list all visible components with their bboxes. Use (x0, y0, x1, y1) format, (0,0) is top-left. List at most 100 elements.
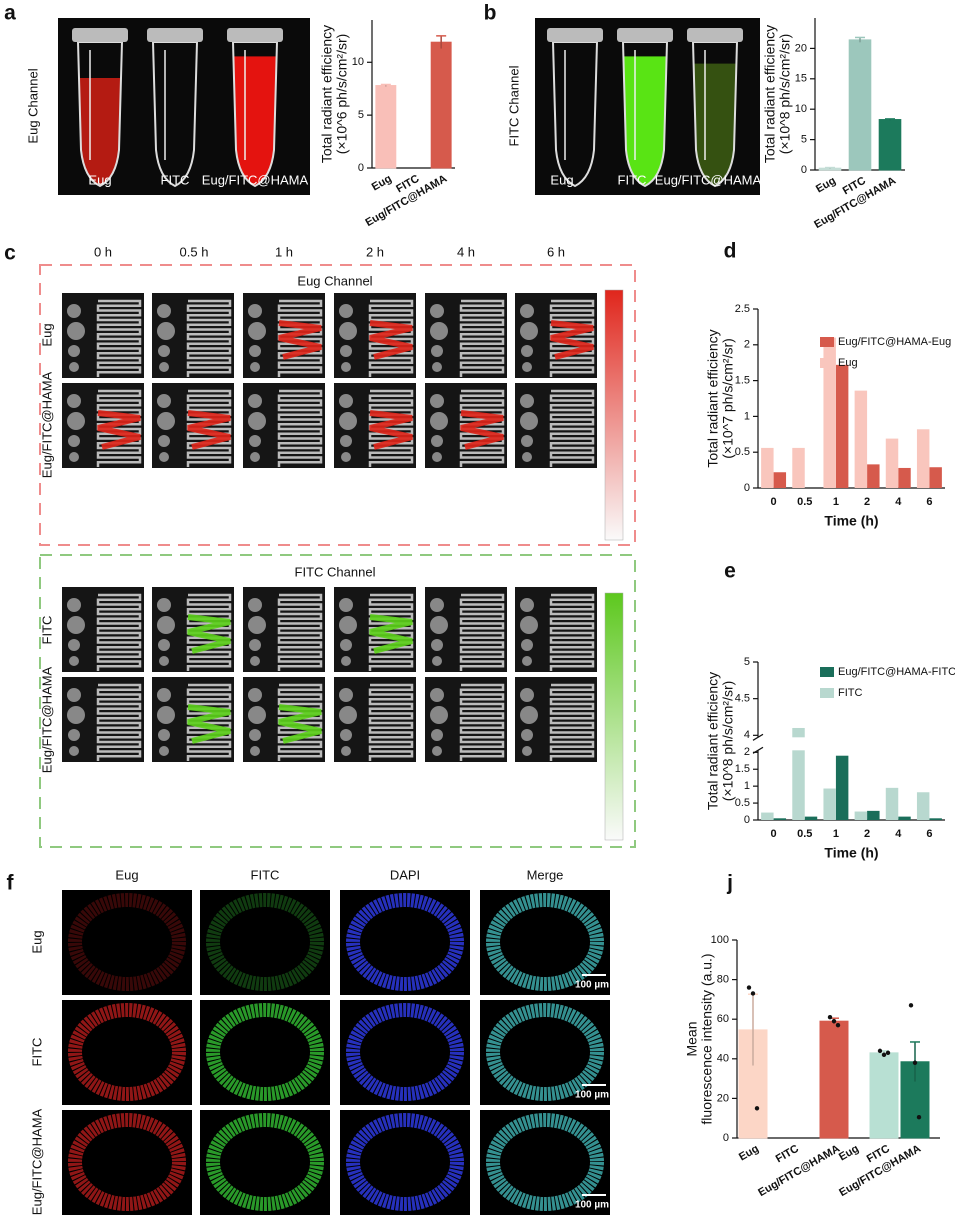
organ (248, 304, 262, 318)
tube-cap (547, 28, 603, 42)
signal (187, 410, 231, 450)
signal (278, 320, 322, 360)
organ (521, 639, 533, 651)
bar (867, 810, 880, 820)
y-tick-label: 10 (352, 56, 364, 68)
tube (621, 41, 669, 188)
channel-label: Eug Channel (297, 273, 372, 288)
panel-letter: a (4, 2, 16, 25)
y-tick-label: 0.5 (735, 446, 750, 458)
organ (67, 616, 85, 634)
x-axis-label: Time (h) (824, 845, 878, 861)
organ (430, 304, 444, 318)
dashed-box (39, 554, 636, 848)
bar (898, 816, 911, 820)
organ (341, 362, 351, 372)
organ (432, 452, 442, 462)
data-point (754, 1106, 760, 1111)
organ (339, 616, 357, 634)
organ (430, 322, 448, 340)
organ (249, 435, 261, 447)
organ (430, 706, 448, 724)
column-label: DAPI (390, 867, 420, 882)
y-tick-label: 5 (801, 134, 807, 146)
organ (68, 345, 80, 357)
tube-label: Eug/FITC@HAMA (655, 172, 762, 187)
bar (823, 337, 836, 488)
micrograph (62, 890, 192, 995)
organ (520, 598, 534, 612)
organ (520, 394, 534, 408)
signal (550, 320, 594, 360)
organ (68, 435, 80, 447)
y-tick-label: 60 (717, 1013, 729, 1025)
panel-letter: b (484, 2, 497, 25)
organ (249, 729, 261, 741)
y-tick-label: 0.5 (735, 797, 750, 809)
y-tick-label: 0 (723, 1132, 729, 1144)
time-label: 4 h (457, 244, 475, 259)
scale-label: 100 µm (575, 1090, 609, 1101)
x-tick-label: Eug (370, 173, 394, 194)
organ (250, 452, 260, 462)
x-tick-label: 0 (771, 828, 777, 840)
organ (67, 688, 81, 702)
y-tick-label: 80 (717, 974, 729, 986)
row-label: Eug/FITC@HAMA (39, 666, 54, 773)
tube (551, 41, 599, 188)
organ (341, 746, 351, 756)
organ (67, 412, 85, 430)
y-tick-label: 5 (744, 656, 750, 668)
channel-label: FITC Channel (506, 65, 521, 146)
organ (157, 688, 171, 702)
organ (68, 639, 80, 651)
organ (431, 345, 443, 357)
y-tick-label: 0 (801, 164, 807, 176)
organ (520, 706, 538, 724)
intestine (459, 299, 505, 377)
signal (187, 704, 231, 744)
intestine (459, 593, 505, 671)
bar (929, 818, 942, 820)
intestine (549, 593, 595, 671)
organ (67, 394, 81, 408)
organ (430, 688, 444, 702)
signal (369, 614, 413, 654)
organ (67, 304, 81, 318)
y-tick-label: 1.5 (735, 375, 750, 387)
tube-cap (227, 28, 283, 42)
organ (520, 322, 538, 340)
y-tick-label: 1.5 (735, 763, 750, 775)
tube-cap (617, 28, 673, 42)
organ (157, 304, 171, 318)
y-axis-label: Mean (684, 1021, 700, 1056)
intestine (96, 683, 142, 761)
data-point (908, 1003, 914, 1008)
x-tick-label: Eug (814, 175, 838, 196)
bar (761, 447, 774, 488)
organ (250, 746, 260, 756)
legend-swatch (820, 358, 834, 368)
tissue (486, 1113, 604, 1211)
organ (157, 616, 175, 634)
tube (691, 41, 739, 188)
organ (248, 322, 266, 340)
organ (521, 729, 533, 741)
signal (369, 320, 413, 360)
x-tick-label: 1 (833, 496, 839, 508)
channel-label: Eug Channel (25, 68, 40, 143)
y-tick-label: 20 (795, 42, 807, 54)
bar (878, 119, 902, 171)
organ (158, 729, 170, 741)
legend-label: Eug/FITC@HAMA-FITC (838, 666, 955, 678)
intestine (277, 593, 323, 671)
organ (340, 435, 352, 447)
tube-label: Eug (550, 172, 573, 187)
y-axis-label: Total radiant efficiency (762, 25, 778, 163)
organ (67, 706, 85, 724)
panel-letter: j (726, 872, 733, 895)
tube-label: FITC (161, 172, 190, 187)
y-axis-label: fluorescence intensity (a.u.) (699, 953, 715, 1124)
bar (819, 1020, 849, 1139)
signal (278, 704, 322, 744)
